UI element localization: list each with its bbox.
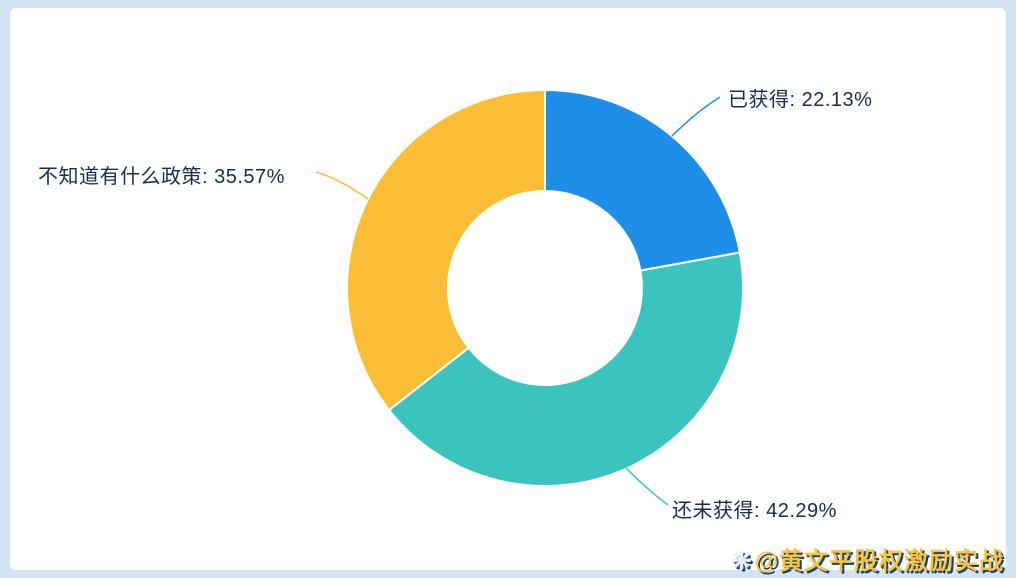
leader-line-unknown-policy [315, 171, 369, 200]
pie-label-acquired: 已获得: 22.13% [728, 89, 873, 111]
pie-segment-2[interactable] [346, 88, 546, 412]
pie-label-not-acquired: 还未获得: 42.29% [672, 500, 837, 522]
watermark: ❋@黄文平股权激励实战 [731, 541, 1004, 576]
pie-segment-1[interactable] [387, 251, 744, 487]
pie-segment-0[interactable] [544, 88, 741, 272]
leader-line-acquired [671, 96, 721, 137]
watermark-snowflake-icon: ❋ [731, 548, 753, 575]
leader-line-not-acquired [625, 467, 669, 506]
watermark-text: @黄文平股权激励实战 [754, 548, 1004, 575]
pie-label-unknown-policy: 不知道有什么政策: 35.57% [38, 166, 285, 188]
